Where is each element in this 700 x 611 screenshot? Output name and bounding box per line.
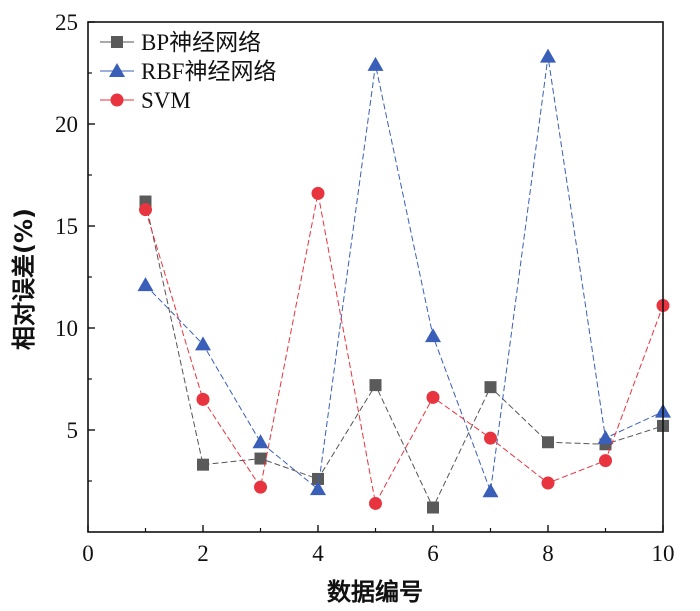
legend-marker [109,63,125,77]
data-point [254,452,267,465]
data-point [197,458,209,471]
data-point [425,328,441,343]
data-point [195,336,211,351]
data-point [482,483,499,498]
data-point [252,434,269,449]
data-point [426,390,440,404]
data-point [484,381,497,394]
legend-label: SVM [141,88,191,113]
x-tick-label: 8 [542,541,554,566]
series-line [145,193,664,505]
series-1 [139,195,669,514]
legend-marker [110,93,124,107]
data-point [312,472,324,485]
y-tick-label: 10 [55,316,78,341]
legend-item-1: BP神经网络 [100,30,261,55]
legend-label: BP神经网络 [141,30,261,55]
series-line [145,201,664,509]
x-tick-label: 6 [427,541,439,566]
data-point [599,454,612,468]
data-point [311,186,325,200]
legend-item-3: SVM [100,88,191,113]
legend: BP神经网络 RBF神经网络 SVM [100,30,276,113]
axes-layer: 0 2 4 6 8 10 5 10 15 20 25 [55,10,675,566]
data-point [540,48,556,63]
y-tick-label: 5 [67,418,79,443]
data-point [137,277,154,292]
legend-item-2: RBF神经网络 [100,59,276,84]
x-tick-label: 0 [82,541,94,566]
y-tick-label: 25 [55,10,78,35]
data-point [541,476,555,490]
data-point [369,496,382,510]
data-point [310,481,326,496]
legend-label: RBF神经网络 [141,59,276,84]
x-tick-label: 10 [652,541,675,566]
data-point [367,56,384,71]
series-3 [139,186,670,510]
series-layer [137,48,671,514]
data-point [597,430,614,445]
data-point [427,501,439,514]
data-point [139,203,152,217]
y-axis-title: 相对误差(%) [10,208,38,350]
data-point [369,379,382,392]
data-point [542,436,554,449]
data-point [254,480,267,494]
legend-marker [111,36,123,48]
series-line [145,56,664,492]
y-tick-label: 15 [55,214,78,239]
series-2 [137,48,671,498]
y-tick-label: 20 [55,112,78,137]
data-point [484,431,497,445]
data-point [196,392,210,406]
x-axis-title: 数据编号 [327,578,423,606]
x-tick-label: 4 [312,541,324,566]
x-tick-label: 2 [197,541,209,566]
